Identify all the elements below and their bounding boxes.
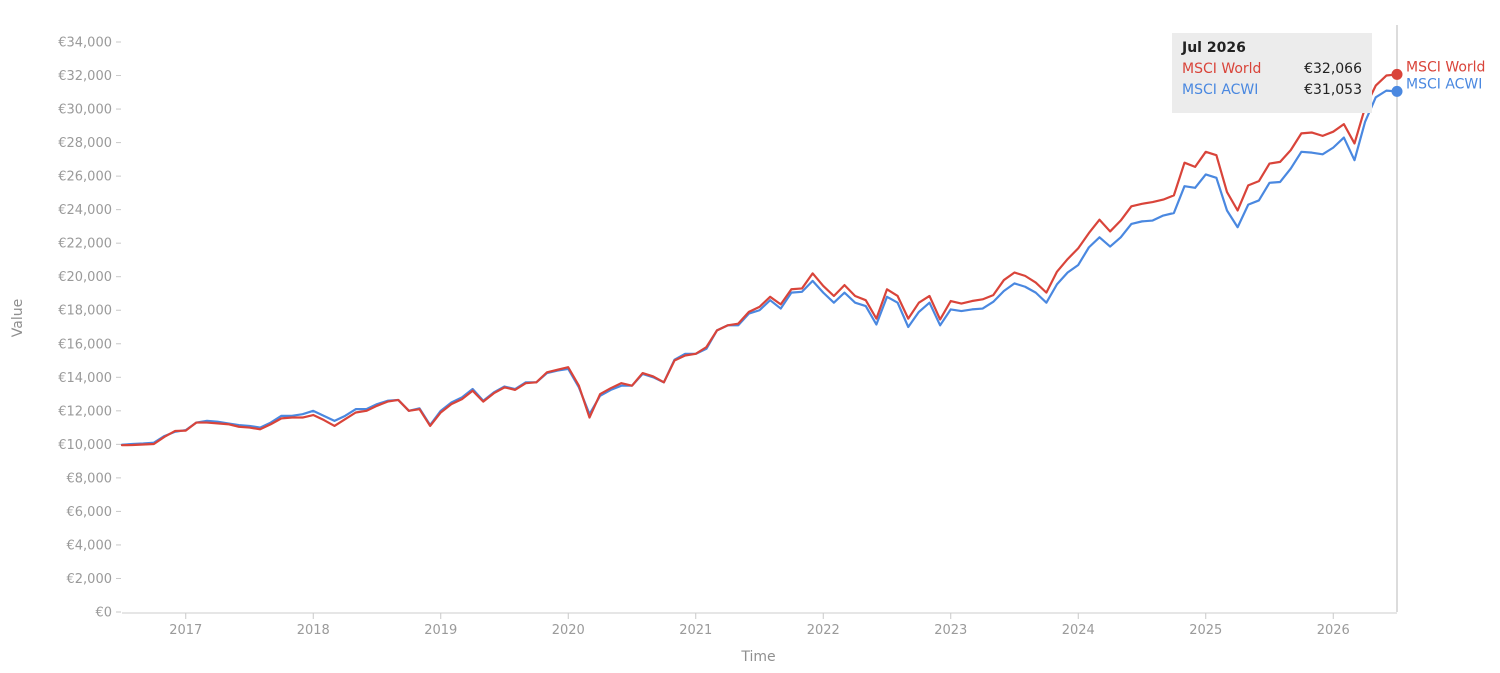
tooltip-value: €31,053 (1304, 82, 1362, 98)
tooltip-label: MSCI World (1182, 61, 1262, 77)
y-tick-label: €30,000 (58, 103, 112, 118)
series-line-msci-acwi (120, 89, 1399, 446)
y-axis-title: Value (10, 299, 26, 337)
x-tick-label: 2022 (807, 623, 840, 638)
y-tick-label: €24,000 (58, 203, 112, 218)
x-axis: 2017 2018 2019 2020 2021 2022 2023 2024 2025 2026 (169, 613, 1350, 638)
y-tick-label: €2,000 (67, 572, 113, 587)
tooltip-title: Jul 2026 (1182, 40, 1246, 56)
x-tick-label: 2017 (169, 623, 202, 638)
series-label-msci-world: MSCI World (1406, 59, 1485, 75)
tooltip-row-msci-world: MSCI World €32,066 (1182, 59, 1362, 80)
y-tick-label: €12,000 (58, 404, 112, 419)
x-tick-label: 2021 (679, 623, 712, 638)
y-tick-label: €18,000 (58, 304, 112, 319)
y-tick-label: €16,000 (58, 337, 112, 352)
x-axis-title: Time (740, 649, 775, 665)
y-tick-label: €14,000 (58, 371, 112, 386)
y-tick-label: €20,000 (58, 270, 112, 285)
y-tick-label: €26,000 (58, 170, 112, 185)
y-tick-label: €10,000 (58, 438, 112, 453)
x-tick-label: 2023 (934, 623, 967, 638)
y-tick-label: €8,000 (67, 471, 113, 486)
series-label-msci-acwi: MSCI ACWI (1406, 76, 1482, 92)
x-tick-label: 2024 (1062, 623, 1095, 638)
y-tick-label: €32,000 (58, 69, 112, 84)
y-tick-label: €34,000 (58, 36, 112, 51)
end-point-msci-acwi (1391, 85, 1403, 97)
y-tick-label: €28,000 (58, 136, 112, 151)
y-tick-label: €6,000 (67, 505, 113, 520)
tooltip-value: €32,066 (1304, 61, 1362, 77)
series-line-msci-world (120, 73, 1399, 447)
y-tick-label: €22,000 (58, 237, 112, 252)
tooltip-label: MSCI ACWI (1182, 82, 1259, 98)
x-tick-label: 2018 (297, 623, 330, 638)
x-tick-label: 2019 (424, 623, 457, 638)
tooltip-row-msci-acwi: MSCI ACWI €31,053 (1182, 80, 1362, 101)
y-axis: €0 €2,000 €4,000 €6,000 €8,000 €10,000 €12,000… (58, 36, 121, 621)
end-point-msci-world (1391, 68, 1403, 80)
x-tick-label: 2020 (552, 623, 585, 638)
tooltip: Jul 2026 MSCI World €32,066 MSCI ACWI €3… (1172, 33, 1372, 113)
y-tick-label: €4,000 (67, 538, 113, 553)
y-tick-label: €0 (95, 606, 112, 621)
x-tick-label: 2026 (1317, 623, 1350, 638)
x-tick-label: 2025 (1189, 623, 1222, 638)
